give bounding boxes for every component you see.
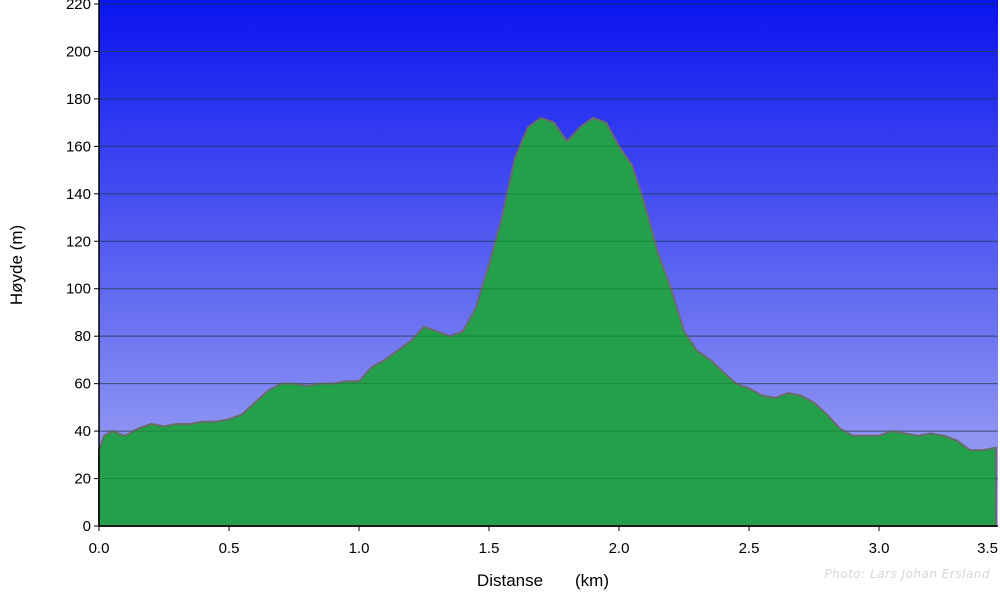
x-tick-label: 1.0 [349, 540, 370, 557]
y-tick-label: 120 [66, 233, 91, 250]
tick-labels: 0 20 40 60 80 100 120 140 160 180 200 220 0.0 0.5 1.0 1… [66, 0, 998, 557]
y-tick-label: 180 [66, 91, 91, 108]
elevation-area [98, 3, 998, 527]
x-tick-label: 1.5 [479, 540, 500, 557]
x-tick-label: 2.0 [609, 540, 630, 557]
y-tick-label: 20 [74, 471, 91, 488]
x-axis-title: Distanse [477, 571, 543, 590]
x-tick-label: 0.5 [219, 540, 240, 557]
y-tick-label: 140 [66, 186, 91, 203]
y-tick-label: 100 [66, 281, 91, 298]
x-tick-label: 0.0 [89, 540, 110, 557]
x-tick-label: 3.0 [869, 540, 890, 557]
elevation-fill [98, 116, 997, 527]
photo-credit-watermark: Photo: Lars Johan Ersland [824, 567, 990, 581]
y-tick-label: 80 [74, 328, 91, 345]
y-tick-label: 60 [74, 376, 91, 393]
y-tick-label: 220 [66, 0, 91, 13]
y-tick-label: 40 [74, 423, 91, 440]
axes [98, 0, 998, 527]
y-tick-label: 200 [66, 43, 91, 60]
y-tick-label: 160 [66, 138, 91, 155]
x-axis-unit: (km) [575, 571, 609, 590]
x-tick-label: 3.5 [977, 540, 998, 557]
x-tick-label: 2.5 [739, 540, 760, 557]
y-axis-title: Høyde (m) [7, 225, 26, 305]
y-tick-label: 0 [83, 518, 91, 535]
